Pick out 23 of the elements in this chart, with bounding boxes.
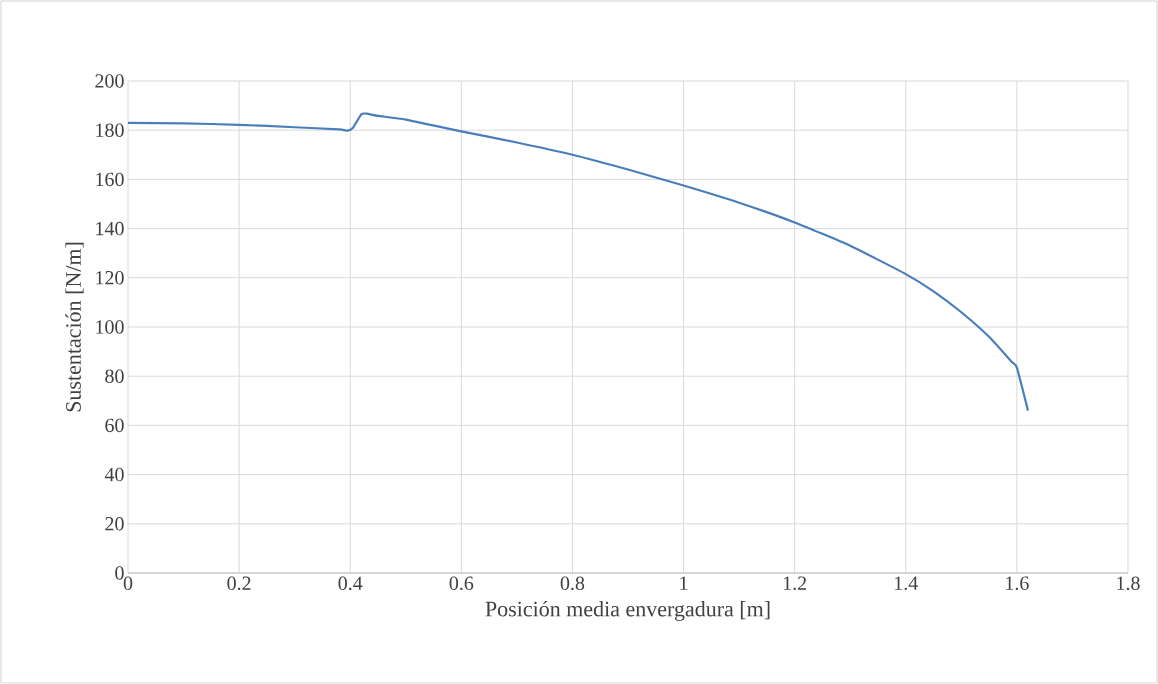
y-tick-label: 120 bbox=[96, 271, 124, 285]
x-tick-label: 1.4 bbox=[895, 576, 918, 590]
y-tick-label: 200 bbox=[95, 74, 124, 88]
x-tick-label: 1.6 bbox=[1006, 576, 1029, 591]
x-axis-title: Posición media envergadura [m] bbox=[485, 600, 770, 622]
x-tick-label: 1.2 bbox=[783, 576, 807, 591]
y-tick-label: 0 bbox=[115, 566, 124, 580]
y-tick-label: 100 bbox=[96, 320, 124, 334]
y-tick-label: 60 bbox=[105, 418, 124, 433]
x-tick-label: 0.2 bbox=[227, 576, 251, 591]
y-axis-title: Sustentación [N/m] bbox=[65, 242, 84, 412]
y-tick-label: 180 bbox=[96, 123, 124, 137]
y-tick-label: 140 bbox=[96, 221, 124, 236]
x-tick-label: 0.4 bbox=[338, 576, 363, 591]
x-tick-label: 0.8 bbox=[560, 576, 585, 591]
x-tick-label: 1.8 bbox=[1117, 576, 1140, 591]
y-tick-label: 80 bbox=[105, 369, 124, 383]
y-tick-label: 160 bbox=[96, 172, 124, 187]
y-tick-label: 40 bbox=[104, 467, 124, 482]
y-tick-label: 20 bbox=[105, 517, 124, 531]
x-tick-label: 0.6 bbox=[449, 576, 474, 591]
x-tick-label: 1 bbox=[680, 576, 688, 590]
line-series bbox=[126, 112, 1030, 412]
